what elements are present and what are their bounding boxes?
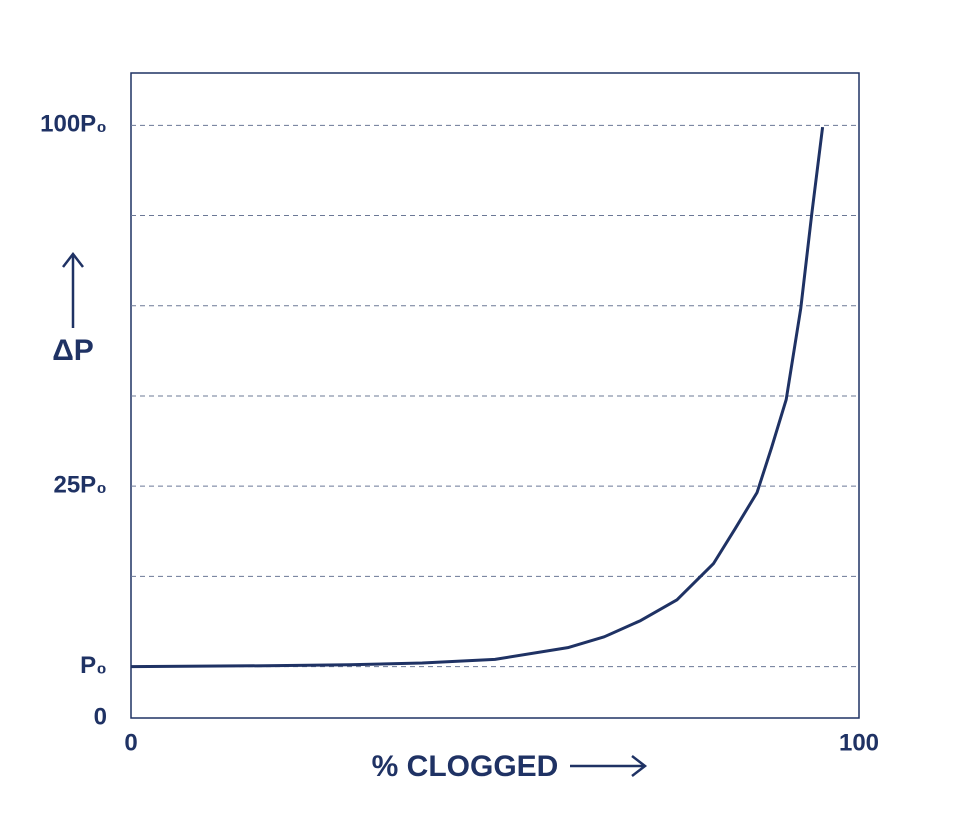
y-tick-label: 100P₀ <box>40 111 107 138</box>
y-arrow <box>62 251 84 328</box>
x-axis-label: % CLOGGED <box>372 750 559 783</box>
line-series <box>130 126 825 669</box>
y-tick-label: 25P₀ <box>53 472 107 499</box>
x-tick-label: 0 <box>124 729 137 756</box>
y-tick-label: 0 <box>94 703 107 730</box>
y-tick-label: P₀ <box>80 652 107 679</box>
x-tick-label: 100 <box>839 729 879 756</box>
x-arrow <box>570 755 648 777</box>
y-axis-label: ΔP <box>52 334 94 367</box>
